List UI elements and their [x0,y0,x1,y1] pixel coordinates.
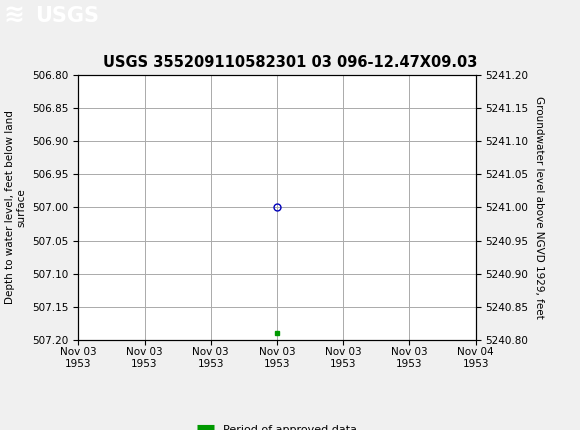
Text: ≋: ≋ [3,4,24,28]
Legend: Period of approved data: Period of approved data [193,421,361,430]
Text: USGS 355209110582301 03 096-12.47X09.03: USGS 355209110582301 03 096-12.47X09.03 [103,55,477,70]
Y-axis label: Groundwater level above NGVD 1929, feet: Groundwater level above NGVD 1929, feet [534,96,544,319]
Text: USGS: USGS [35,6,99,26]
Y-axis label: Depth to water level, feet below land
surface: Depth to water level, feet below land su… [5,111,27,304]
